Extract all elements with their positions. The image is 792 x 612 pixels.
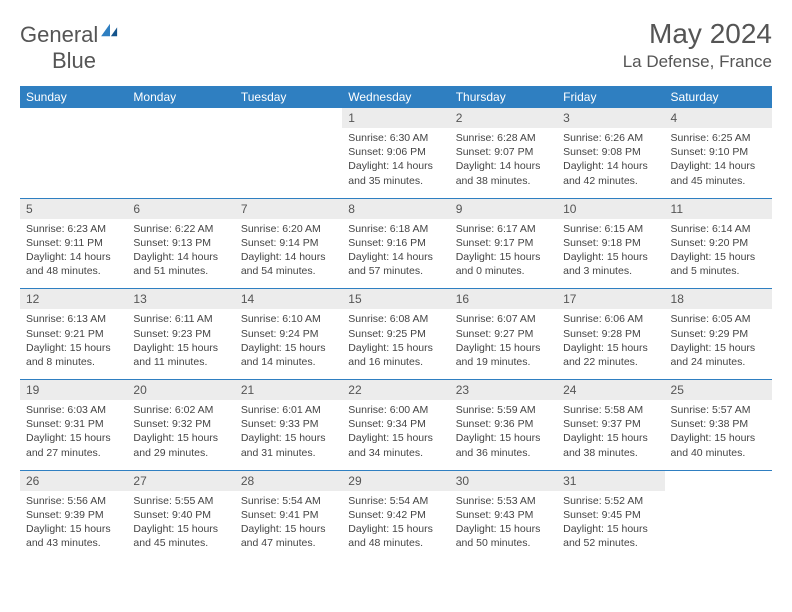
day-detail-cell: Sunrise: 6:26 AMSunset: 9:08 PMDaylight:… [557, 128, 664, 198]
day-detail-cell: Sunrise: 6:14 AMSunset: 9:20 PMDaylight:… [665, 219, 772, 289]
day-number-cell: 9 [450, 199, 557, 219]
day-detail-cell: Sunrise: 5:54 AMSunset: 9:42 PMDaylight:… [342, 491, 449, 561]
day-number-cell: 21 [235, 380, 342, 400]
dow-header: Wednesday [342, 86, 449, 108]
day-number-cell: 7 [235, 199, 342, 219]
day-number-cell: 16 [450, 289, 557, 309]
day-number-cell: 12 [20, 289, 127, 309]
day-number-cell: 30 [450, 471, 557, 491]
day-detail-cell: Sunrise: 6:28 AMSunset: 9:07 PMDaylight:… [450, 128, 557, 198]
day-detail-cell: Sunrise: 6:08 AMSunset: 9:25 PMDaylight:… [342, 309, 449, 379]
day-detail-cell: Sunrise: 6:10 AMSunset: 9:24 PMDaylight:… [235, 309, 342, 379]
day-number-cell [665, 471, 772, 491]
day-number-cell: 2 [450, 108, 557, 128]
day-number-cell: 15 [342, 289, 449, 309]
sail-icon [100, 22, 120, 38]
day-detail-cell [20, 128, 127, 198]
dow-header: Sunday [20, 86, 127, 108]
day-detail-cell: Sunrise: 5:53 AMSunset: 9:43 PMDaylight:… [450, 491, 557, 561]
brand-logo: GeneralBlue [20, 18, 120, 74]
day-detail-cell [665, 491, 772, 561]
day-number-cell: 27 [127, 471, 234, 491]
dow-header: Thursday [450, 86, 557, 108]
dow-header: Tuesday [235, 86, 342, 108]
day-number-cell [235, 108, 342, 128]
day-number-cell: 11 [665, 199, 772, 219]
day-number-cell: 26 [20, 471, 127, 491]
day-detail-cell: Sunrise: 5:56 AMSunset: 9:39 PMDaylight:… [20, 491, 127, 561]
day-detail-cell: Sunrise: 6:02 AMSunset: 9:32 PMDaylight:… [127, 400, 234, 470]
day-number-cell: 28 [235, 471, 342, 491]
day-number-cell [20, 108, 127, 128]
day-detail-cell: Sunrise: 6:30 AMSunset: 9:06 PMDaylight:… [342, 128, 449, 198]
brand-part2: Blue [52, 48, 96, 73]
day-detail-cell: Sunrise: 6:03 AMSunset: 9:31 PMDaylight:… [20, 400, 127, 470]
day-number-cell: 23 [450, 380, 557, 400]
day-detail-cell: Sunrise: 5:59 AMSunset: 9:36 PMDaylight:… [450, 400, 557, 470]
day-detail-cell: Sunrise: 6:01 AMSunset: 9:33 PMDaylight:… [235, 400, 342, 470]
day-number-cell: 24 [557, 380, 664, 400]
day-detail-cell: Sunrise: 6:07 AMSunset: 9:27 PMDaylight:… [450, 309, 557, 379]
day-number-cell: 14 [235, 289, 342, 309]
title-block: May 2024 La Defense, France [623, 18, 772, 72]
day-detail-cell: Sunrise: 5:55 AMSunset: 9:40 PMDaylight:… [127, 491, 234, 561]
day-detail-cell: Sunrise: 6:11 AMSunset: 9:23 PMDaylight:… [127, 309, 234, 379]
header: GeneralBlue May 2024 La Defense, France [20, 18, 772, 74]
day-detail-cell [235, 128, 342, 198]
day-number-cell [127, 108, 234, 128]
day-detail-cell: Sunrise: 6:20 AMSunset: 9:14 PMDaylight:… [235, 219, 342, 289]
day-number-cell: 5 [20, 199, 127, 219]
day-detail-cell: Sunrise: 6:00 AMSunset: 9:34 PMDaylight:… [342, 400, 449, 470]
day-detail-cell: Sunrise: 5:58 AMSunset: 9:37 PMDaylight:… [557, 400, 664, 470]
dow-header: Friday [557, 86, 664, 108]
day-number-cell: 20 [127, 380, 234, 400]
day-detail-cell: Sunrise: 5:52 AMSunset: 9:45 PMDaylight:… [557, 491, 664, 561]
day-number-cell: 18 [665, 289, 772, 309]
day-number-cell: 10 [557, 199, 664, 219]
day-detail-cell: Sunrise: 6:23 AMSunset: 9:11 PMDaylight:… [20, 219, 127, 289]
day-detail-cell: Sunrise: 6:18 AMSunset: 9:16 PMDaylight:… [342, 219, 449, 289]
day-number-cell: 29 [342, 471, 449, 491]
dow-header: Saturday [665, 86, 772, 108]
brand-part1: General [20, 22, 98, 47]
day-detail-cell: Sunrise: 6:05 AMSunset: 9:29 PMDaylight:… [665, 309, 772, 379]
day-detail-cell: Sunrise: 6:13 AMSunset: 9:21 PMDaylight:… [20, 309, 127, 379]
day-number-cell: 19 [20, 380, 127, 400]
day-number-cell: 22 [342, 380, 449, 400]
day-number-cell: 13 [127, 289, 234, 309]
day-detail-cell: Sunrise: 5:57 AMSunset: 9:38 PMDaylight:… [665, 400, 772, 470]
day-number-cell: 31 [557, 471, 664, 491]
day-number-cell: 8 [342, 199, 449, 219]
day-number-cell: 17 [557, 289, 664, 309]
day-detail-cell [127, 128, 234, 198]
day-detail-cell: Sunrise: 6:15 AMSunset: 9:18 PMDaylight:… [557, 219, 664, 289]
day-detail-cell: Sunrise: 6:17 AMSunset: 9:17 PMDaylight:… [450, 219, 557, 289]
day-detail-cell: Sunrise: 6:06 AMSunset: 9:28 PMDaylight:… [557, 309, 664, 379]
day-detail-cell: Sunrise: 6:25 AMSunset: 9:10 PMDaylight:… [665, 128, 772, 198]
day-number-cell: 1 [342, 108, 449, 128]
month-year: May 2024 [623, 18, 772, 50]
dow-header: Monday [127, 86, 234, 108]
calendar-table: SundayMondayTuesdayWednesdayThursdayFrid… [20, 86, 772, 560]
day-number-cell: 25 [665, 380, 772, 400]
day-number-cell: 6 [127, 199, 234, 219]
day-number-cell: 3 [557, 108, 664, 128]
day-detail-cell: Sunrise: 5:54 AMSunset: 9:41 PMDaylight:… [235, 491, 342, 561]
day-detail-cell: Sunrise: 6:22 AMSunset: 9:13 PMDaylight:… [127, 219, 234, 289]
day-number-cell: 4 [665, 108, 772, 128]
location: La Defense, France [623, 52, 772, 72]
